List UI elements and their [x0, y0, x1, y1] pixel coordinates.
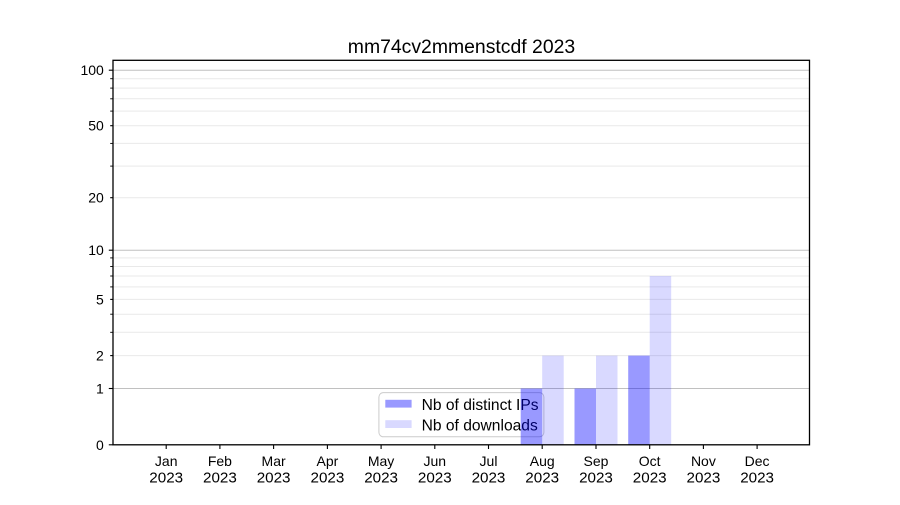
svg-text:100: 100	[80, 62, 104, 78]
svg-text:Mar: Mar	[262, 453, 286, 469]
svg-text:10: 10	[88, 242, 104, 258]
svg-text:2: 2	[96, 348, 104, 364]
svg-text:mm74cv2mmenstcdf 2023: mm74cv2mmenstcdf 2023	[348, 36, 575, 58]
svg-text:50: 50	[88, 118, 104, 134]
svg-text:2023: 2023	[740, 470, 774, 487]
svg-text:2023: 2023	[203, 470, 237, 487]
svg-text:Jul: Jul	[480, 453, 498, 469]
svg-text:Nb of downloads: Nb of downloads	[422, 417, 538, 434]
svg-text:0: 0	[96, 437, 104, 453]
svg-text:2023: 2023	[418, 470, 452, 487]
svg-text:Feb: Feb	[208, 453, 232, 469]
svg-text:2023: 2023	[633, 470, 667, 487]
svg-text:2023: 2023	[687, 470, 721, 487]
svg-text:2023: 2023	[472, 470, 506, 487]
svg-text:May: May	[368, 453, 394, 469]
svg-text:Apr: Apr	[317, 453, 339, 469]
svg-text:2023: 2023	[149, 470, 183, 487]
svg-text:Sep: Sep	[584, 453, 609, 469]
svg-text:5: 5	[96, 291, 104, 307]
svg-text:Nov: Nov	[691, 453, 716, 469]
svg-text:2023: 2023	[257, 470, 291, 487]
svg-text:2023: 2023	[364, 470, 398, 487]
svg-text:Jun: Jun	[424, 453, 447, 469]
svg-text:Jan: Jan	[155, 453, 178, 469]
svg-text:2023: 2023	[525, 470, 559, 487]
svg-text:2023: 2023	[579, 470, 613, 487]
svg-text:Dec: Dec	[745, 453, 770, 469]
svg-text:20: 20	[88, 190, 104, 206]
svg-text:Nb of distinct IPs: Nb of distinct IPs	[422, 397, 539, 414]
svg-text:Aug: Aug	[530, 453, 555, 469]
svg-text:1: 1	[96, 381, 104, 397]
svg-text:Oct: Oct	[639, 453, 661, 469]
svg-text:2023: 2023	[311, 470, 345, 487]
